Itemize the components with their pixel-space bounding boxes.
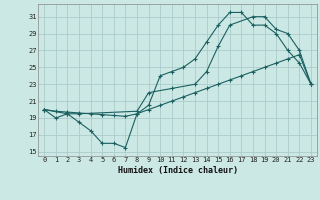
X-axis label: Humidex (Indice chaleur): Humidex (Indice chaleur) — [118, 166, 238, 175]
